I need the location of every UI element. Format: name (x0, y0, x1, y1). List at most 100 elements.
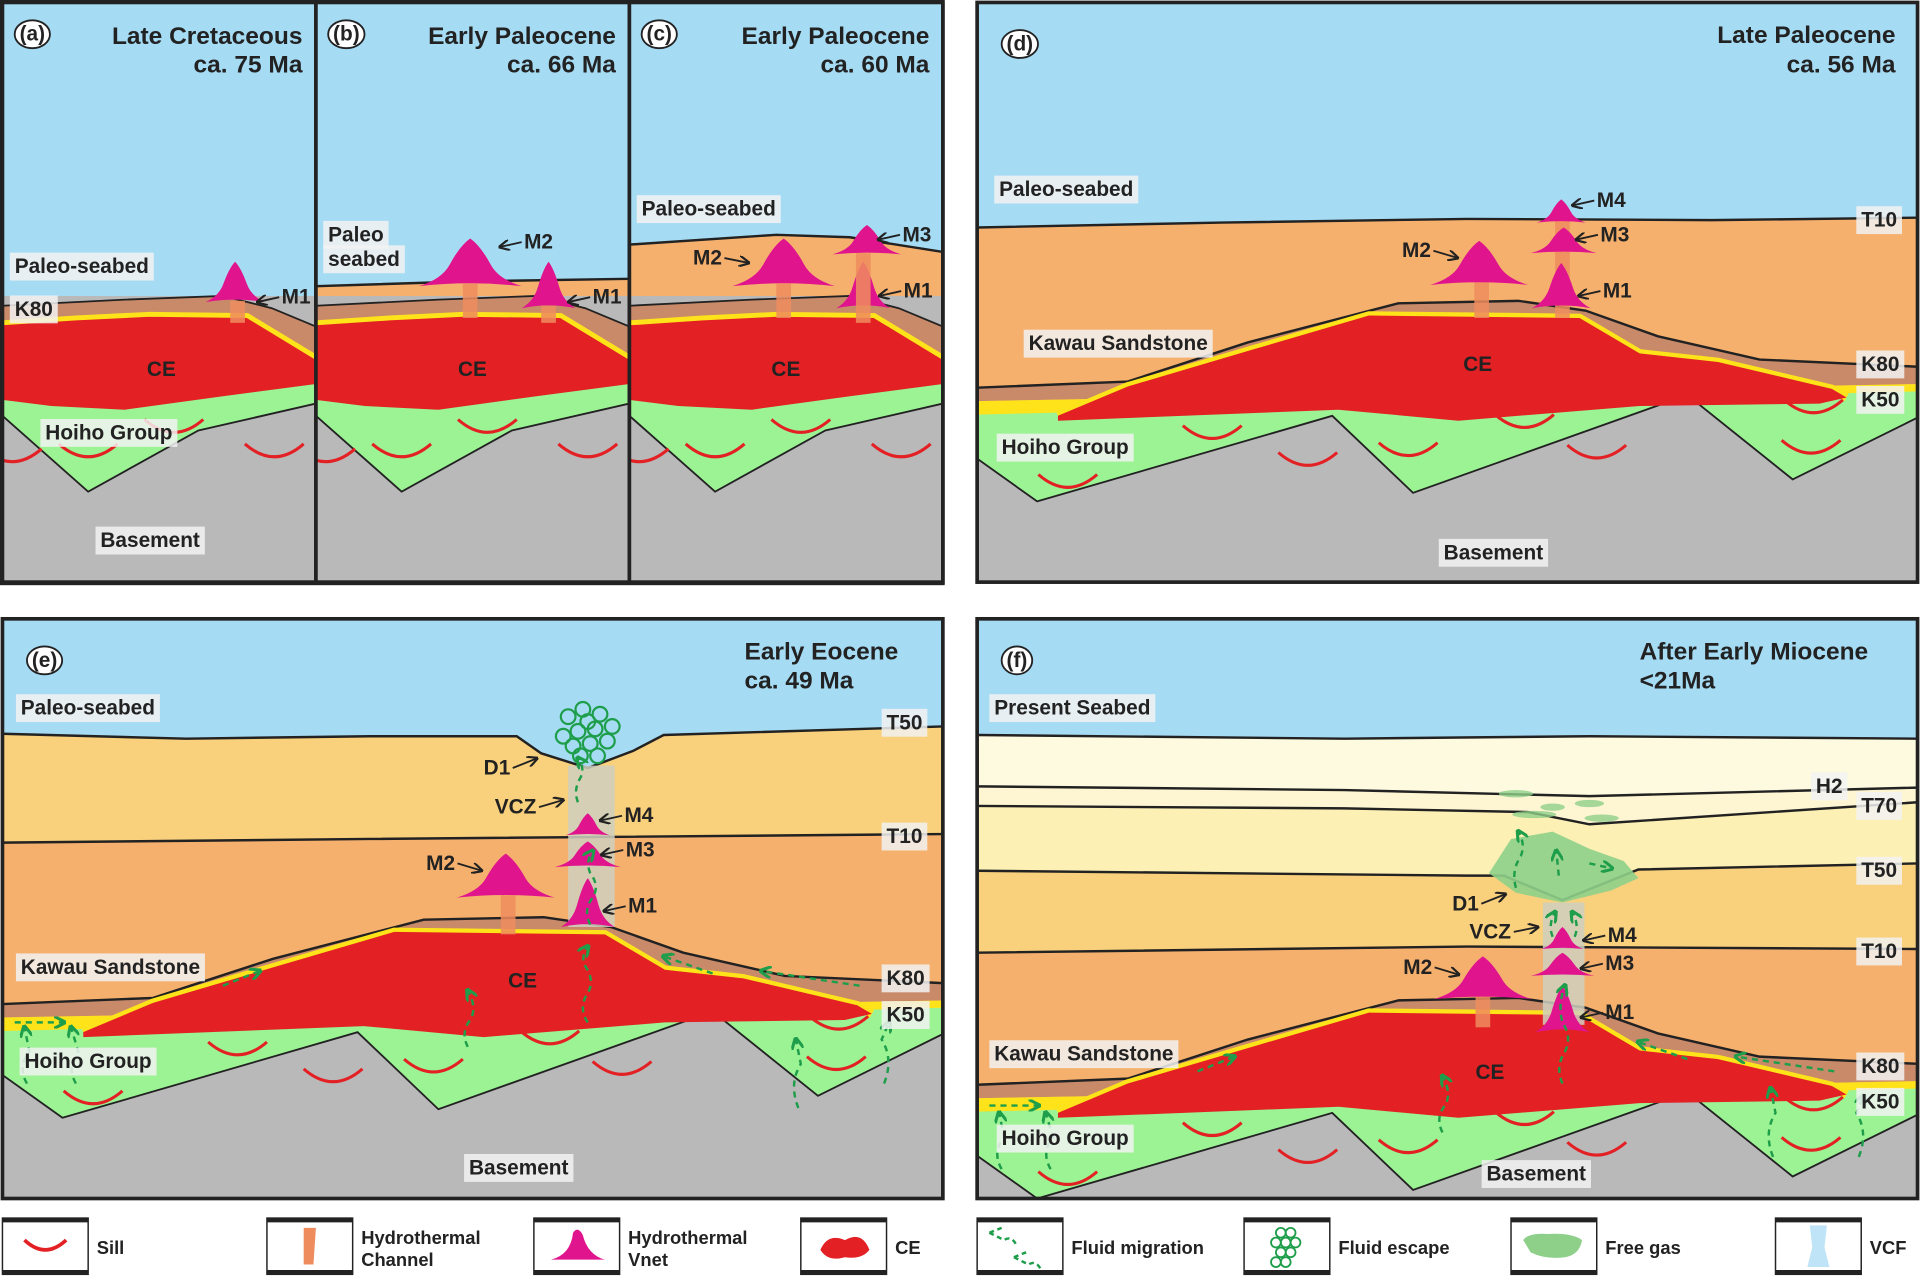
basement-layer (977, 1092, 1918, 1199)
label-tag: (c) (647, 23, 672, 46)
label-m2: M2 (693, 247, 722, 270)
fluid-migration-path (576, 758, 582, 803)
sill (519, 1029, 581, 1046)
hoiho-group-layer (977, 1085, 1918, 1199)
hydrothermal-vent (456, 853, 555, 898)
label-period: Early Paleocene (742, 23, 930, 50)
panel-group-frame (0, 0, 945, 586)
legend-label: Sill (97, 1237, 125, 1258)
hydrothermal-vent (565, 813, 610, 836)
label-ce: CE (147, 358, 176, 381)
legend-label: Fluid migration (1071, 1237, 1204, 1258)
label-m4: M4 (1597, 189, 1626, 212)
label-box (881, 964, 930, 993)
fluid-migration-path (1551, 912, 1555, 938)
fluid-migration-path (1736, 1057, 1835, 1073)
fluid-migration-path (1572, 912, 1576, 938)
label-m1: M1 (628, 895, 657, 918)
label-arrow (1581, 1013, 1604, 1018)
hydrothermal-vent (1535, 985, 1590, 1033)
label-tag: (f) (1007, 649, 1028, 672)
hydrothermal-vent (1433, 956, 1532, 1000)
sill (1566, 1141, 1628, 1157)
label-t50: T50 (1861, 859, 1897, 882)
sill (1377, 1138, 1439, 1155)
sill (1181, 424, 1243, 440)
legend-label: Hydrothermal (361, 1227, 480, 1248)
label-age: ca. 75 Ma (194, 51, 303, 78)
label-k50: K50 (887, 1004, 925, 1027)
label-box (95, 526, 205, 555)
label-tag: (d) (1007, 33, 1034, 56)
label-box (1856, 1087, 1905, 1116)
sill (591, 1060, 653, 1076)
hydrothermal-vent (832, 225, 902, 255)
sill (57, 442, 119, 459)
free-gas (1488, 831, 1639, 903)
sill (403, 1057, 464, 1074)
orange-layer-horizon-line (629, 233, 943, 254)
panel-frame (0, 616, 945, 1201)
label-seabed: Paleo-seabed (999, 178, 1133, 201)
label-arrow (500, 242, 522, 247)
label-box (1856, 791, 1902, 820)
label-box (40, 418, 178, 447)
label-m1: M1 (282, 286, 311, 309)
fluid-migration-icon (988, 1226, 1042, 1271)
basement-layer (2, 1011, 943, 1199)
free-gas-patch (1540, 803, 1565, 811)
hydrothermal-vent (521, 261, 576, 309)
label-seabed: Paleo-seabed (642, 198, 776, 221)
label-box (1023, 329, 1213, 358)
free-gas-patch (1574, 799, 1605, 808)
fluid-migration-path (463, 991, 474, 1048)
legend-label-line2: Vnet (628, 1249, 668, 1270)
label-arrow (568, 297, 591, 302)
hydrothermal-vent (560, 878, 615, 928)
label-period: Late Cretaceous (112, 23, 303, 50)
label-k50: K50 (1861, 1090, 1899, 1113)
sill (371, 442, 433, 459)
label-hoiho: Hoiho Group (1002, 1127, 1129, 1150)
label-t50: T50 (887, 711, 923, 734)
sill-icon (23, 1238, 68, 1252)
label-age: ca. 66 Ma (507, 51, 616, 78)
label-kawau: Kawau Sandstone (994, 1043, 1173, 1066)
label-box (1856, 385, 1905, 414)
fluid-escape-bubble (598, 732, 616, 750)
label-box (15, 953, 205, 982)
label-box (15, 694, 160, 723)
label-arrow (1434, 966, 1459, 974)
label-box (1481, 1160, 1591, 1188)
ce-body (1057, 315, 1847, 421)
label-m3: M3 (626, 838, 655, 861)
sill (1566, 444, 1628, 460)
label-basement: Basement (1444, 541, 1544, 564)
label-arrow (604, 906, 626, 911)
label-seabed: Paleo-seabed (15, 255, 149, 278)
sill (243, 442, 305, 459)
label-basement: Basement (469, 1156, 569, 1179)
label-seabed_2: seabed (328, 248, 400, 271)
fluid-migration-path (1589, 863, 1611, 868)
fluid-migration-path (1513, 832, 1522, 889)
orange-layer-horizon-line (977, 216, 1918, 229)
k80-horizon-line (977, 299, 1918, 389)
free-gas-patch (1498, 790, 1534, 798)
label-box (19, 1047, 157, 1076)
ce-icon (820, 1236, 870, 1259)
k80-horizon-line (2, 916, 943, 1006)
label-t70: T70 (1861, 794, 1897, 817)
basement-layer (977, 395, 1918, 583)
label-seabed_1: Paleo (328, 223, 384, 246)
fluid-migration-path (1559, 986, 1570, 1085)
label-box (989, 1040, 1179, 1069)
panel-tag-circle (1000, 645, 1034, 676)
hydrothermal-vent (1541, 927, 1584, 950)
sill (1783, 398, 1844, 415)
label-period: After Early Miocene (1640, 638, 1869, 665)
sill (629, 447, 670, 464)
panel-tag-circle (640, 19, 678, 50)
legend-item: Sill (1, 1217, 125, 1276)
